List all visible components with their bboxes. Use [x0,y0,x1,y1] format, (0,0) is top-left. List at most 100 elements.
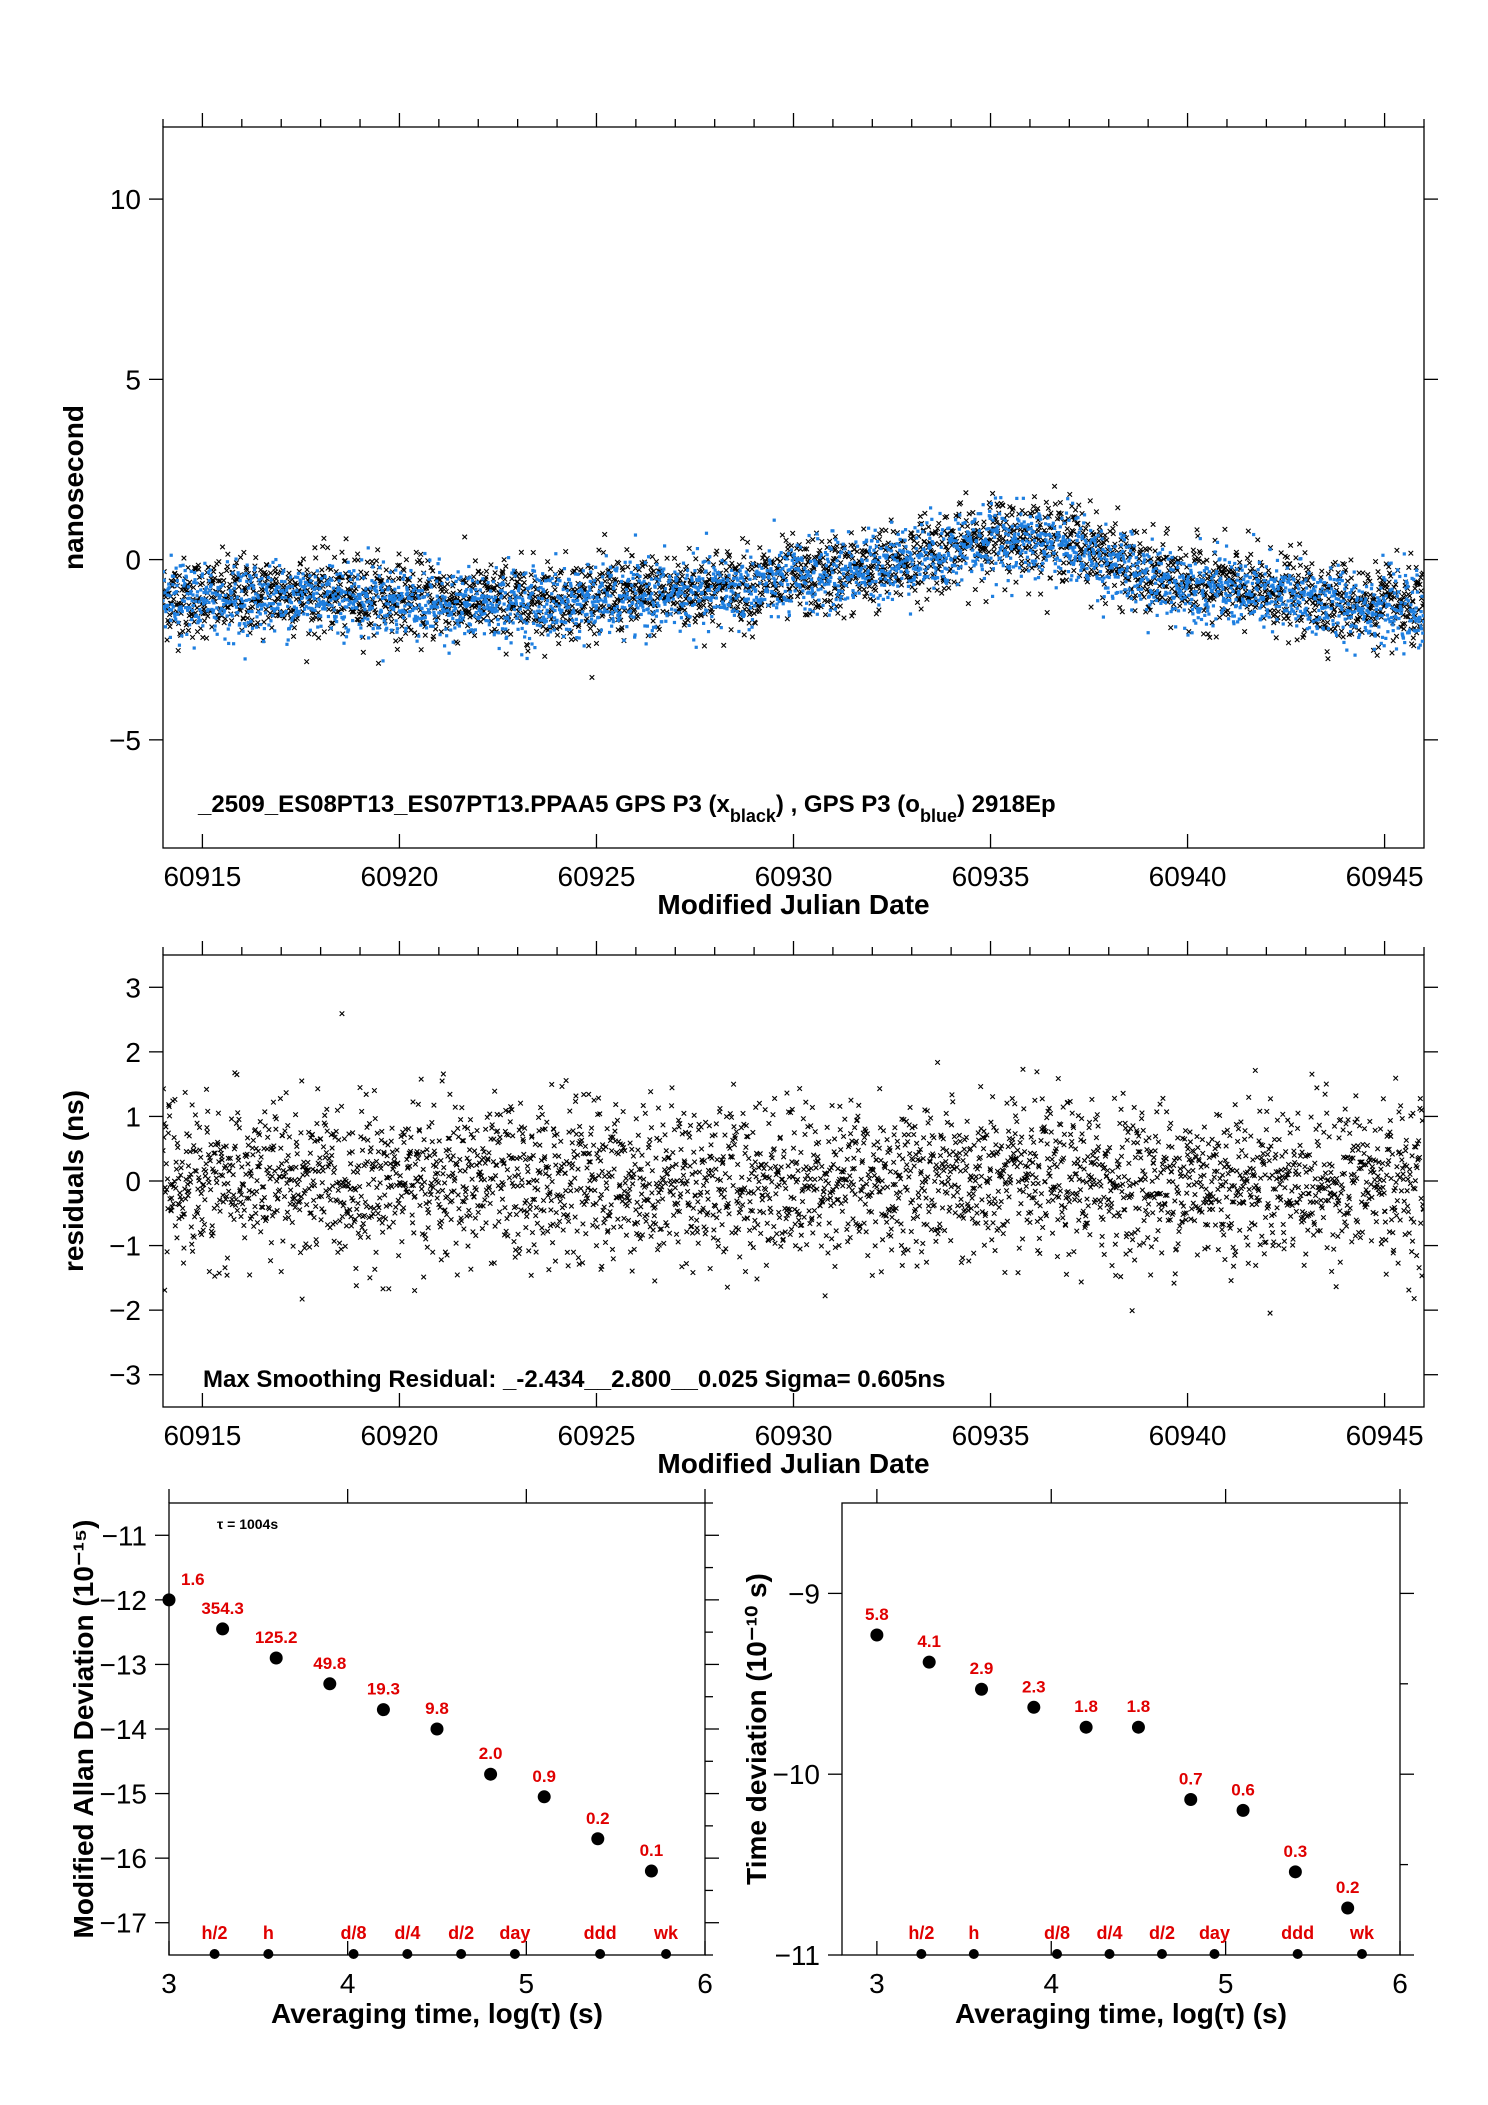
data-point [163,606,167,611]
data-point [447,651,451,655]
data-point [163,578,166,582]
data-point [311,607,315,611]
data-point [359,626,363,630]
y-tick-label: −5 [109,725,141,756]
data-point [1119,609,1125,615]
data-point [759,591,765,598]
data-point [233,560,240,566]
data-point [377,626,381,630]
data-point [481,577,485,581]
data-point [748,577,752,581]
data-point [471,574,477,580]
data-point [255,615,259,619]
data-point [587,596,591,600]
data-point [1102,600,1109,607]
data-point [1002,587,1008,593]
data-point [786,568,790,572]
data-point [712,566,716,570]
data-point [326,606,332,613]
data-point [289,575,293,579]
data-point [477,608,481,613]
data-point [523,635,527,639]
data-point [352,569,356,573]
data-point [1104,537,1110,543]
data-point [429,568,436,574]
data-point [508,612,512,616]
data-point [175,647,181,654]
data-point [632,615,636,619]
data-point [878,593,882,598]
data-point [516,589,521,593]
data-point [1088,604,1094,610]
data-point [536,587,540,591]
data-point [851,589,855,593]
data-point [757,600,761,604]
data-point [249,619,253,623]
data-point [367,589,373,595]
data-point [915,564,919,568]
data-point [774,572,778,576]
data-point [707,601,713,608]
data-point [246,621,250,625]
data-point [729,560,735,566]
data-point [692,602,697,606]
data-point [313,555,319,561]
data-point [232,586,237,590]
data-point [815,612,819,616]
data-point [560,598,564,602]
data-point [905,550,909,554]
data-point [1004,512,1010,519]
data-point [654,614,658,618]
data-point [422,616,426,620]
data-point [287,593,293,599]
data-point [501,607,507,614]
data-point [693,585,697,589]
data-point [1111,582,1118,589]
data-point [1324,648,1330,655]
data-point [635,596,639,600]
data-point [611,620,615,624]
data-point [461,616,465,620]
data-point [873,558,878,563]
data-point [263,596,267,600]
data-point [877,572,881,576]
data-point [749,566,755,572]
data-point [206,591,210,595]
data-point [528,596,532,600]
data-point [167,586,171,590]
data-point [354,616,360,622]
data-point [324,545,331,551]
data-point [500,627,505,631]
data-point [234,599,238,603]
data-point [1223,585,1229,592]
data-point [608,630,612,635]
data-point [509,641,513,645]
data-point [368,620,374,627]
data-point [582,573,589,579]
data-point [653,590,659,597]
data-point [886,595,890,600]
data-point [847,550,851,554]
data-point [314,581,318,585]
data-point [1271,607,1277,614]
data-point [862,540,866,545]
data-point [1057,499,1063,506]
y-tick-label: 5 [125,364,141,395]
data-point [168,594,172,598]
data-point [891,555,895,559]
data-point [1007,503,1013,510]
data-point [705,596,709,600]
data-point [556,578,560,582]
data-point [727,573,731,577]
data-point [746,620,752,626]
data-point [714,596,718,600]
data-point [592,578,597,582]
data-point [506,606,510,610]
data-point [837,588,841,593]
data-point [849,613,855,619]
data-point [203,635,210,641]
data-point [444,581,451,587]
data-point [698,585,702,589]
data-point [639,612,643,617]
data-point [882,554,886,558]
